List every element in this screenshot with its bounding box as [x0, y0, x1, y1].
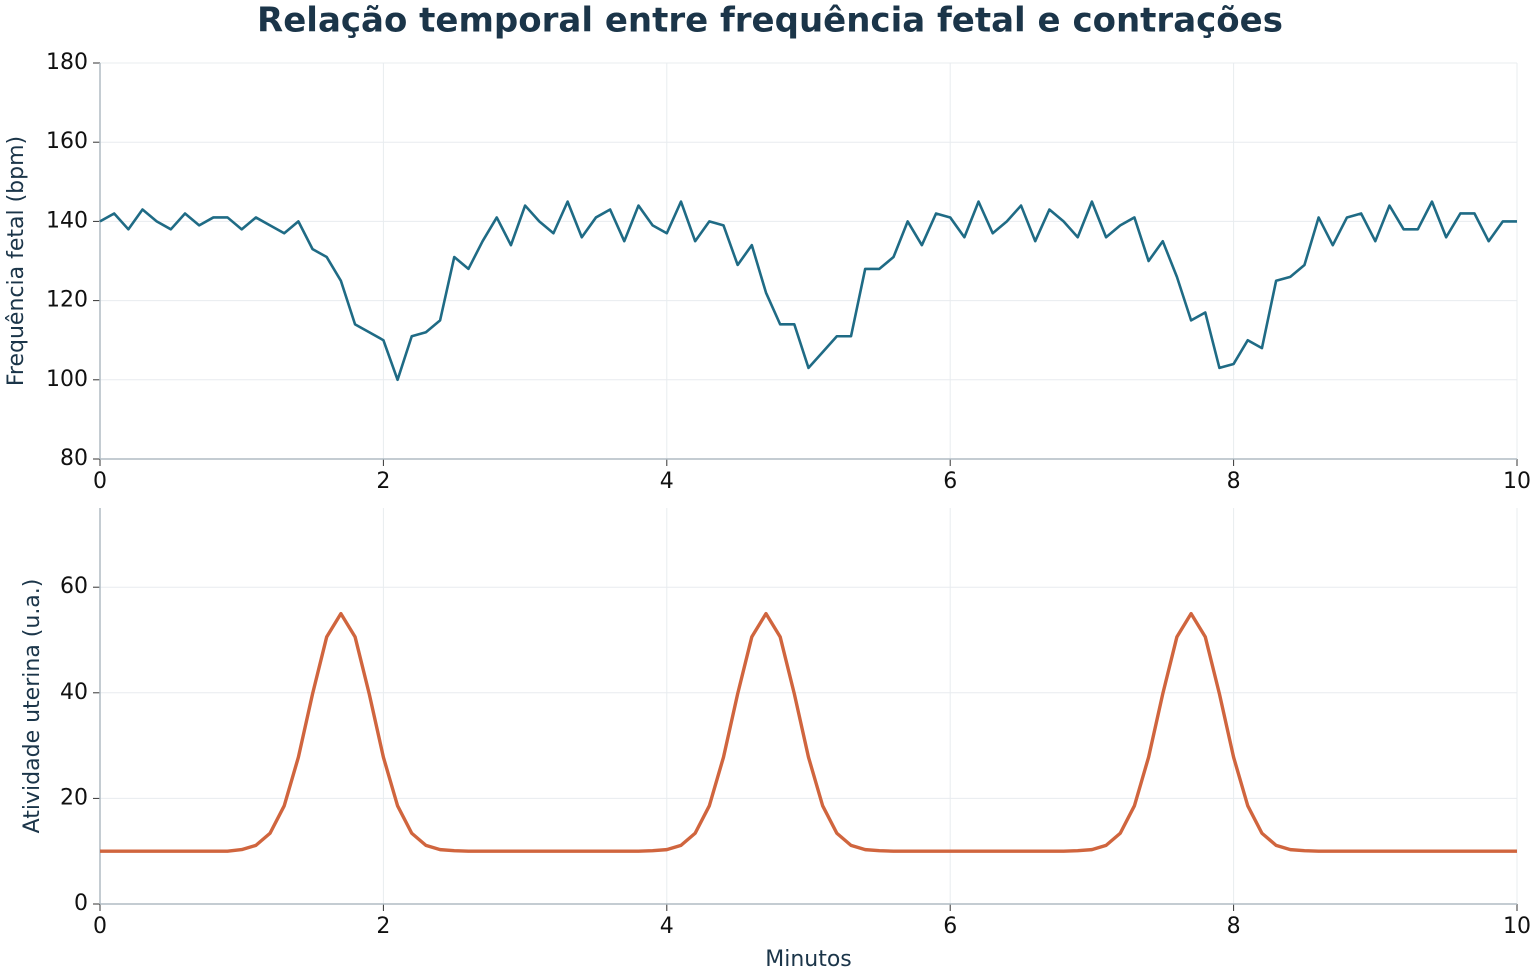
y-axis-label: Atividade uterina (u.a.): [20, 579, 45, 834]
y-tick-label: 20: [60, 785, 88, 810]
y-tick-label: 100: [46, 367, 88, 392]
y-tick-label: 0: [74, 891, 88, 916]
x-tick-label: 4: [660, 469, 674, 494]
y-tick-label: 40: [60, 680, 88, 705]
x-tick-label: 10: [1503, 914, 1531, 939]
line: [100, 611, 1517, 853]
x-tick-label: 0: [93, 469, 107, 494]
y-axis-label: Frequência fetal (bpm): [4, 136, 29, 386]
x-tick-label: 8: [1227, 469, 1241, 494]
x-tick-label: 6: [943, 469, 957, 494]
y-tick-label: 60: [60, 574, 88, 599]
line: [99, 200, 1517, 382]
x-tick-label: 4: [660, 914, 674, 939]
x-tick-label: 0: [93, 914, 107, 939]
x-tick-label: 6: [943, 914, 957, 939]
x-axis-label: Minutos: [765, 947, 852, 972]
y-tick-label: 160: [46, 129, 88, 154]
chart-title: Relação temporal entre frequência fetal …: [257, 1, 1283, 41]
y-tick-label: 120: [46, 288, 88, 313]
y-tick-label: 140: [46, 208, 88, 233]
x-tick-label: 8: [1227, 914, 1241, 939]
x-tick-label: 2: [376, 469, 390, 494]
y-tick-label: 180: [46, 50, 88, 75]
x-tick-label: 2: [376, 914, 390, 939]
x-tick-label: 10: [1503, 469, 1531, 494]
y-tick-label: 80: [60, 446, 88, 471]
